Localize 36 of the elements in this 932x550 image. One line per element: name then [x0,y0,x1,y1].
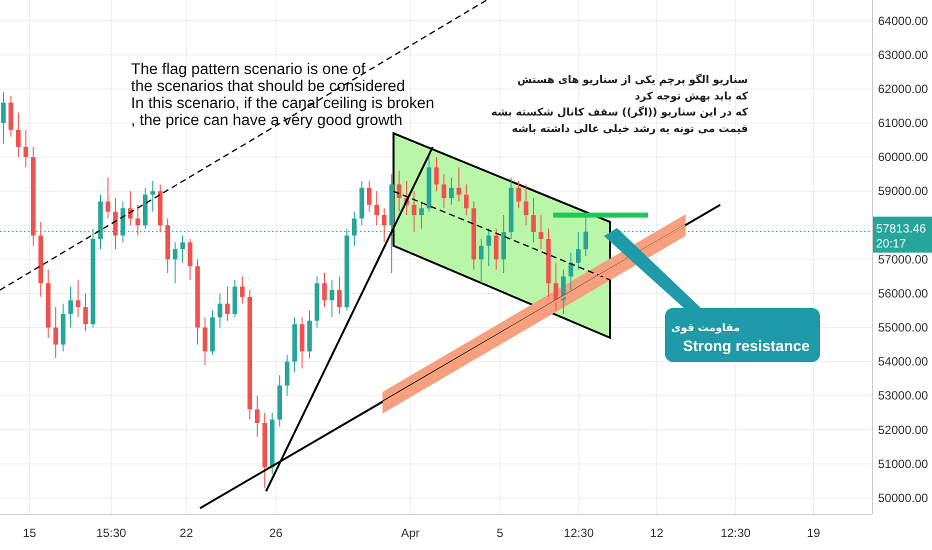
x-tick-label: 12:30 [564,526,594,540]
y-tick-label: 60000.00 [878,150,928,164]
annotation: In this scenario, if the canal ceiling is broken [131,95,434,112]
annotation: مقاومت قوی [671,322,740,334]
ref-line-label: 57813.46 [876,222,926,236]
y-tick-label: 62000.00 [878,82,928,96]
annotation: , the price can have a very good growth [131,112,402,129]
y-tick-label: 53000.00 [878,388,928,403]
x-tick-label: 12 [650,526,664,540]
y-tick-label: 55000.00 [878,320,928,335]
x-tick-label: 19 [806,526,821,540]
y-tick-label: 56000.00 [878,286,928,300]
y-tick-label: 61000.00 [878,116,928,130]
annotation: که در این سناریو ((اگر)) سقف کانال شکسته بشه [491,106,749,119]
annotation: قیمت می تونه یه رشد خیلی عالی داشته باشه [512,122,748,135]
annotation: Strong resistance [683,338,810,355]
text: 20:17 [876,236,906,251]
y-tick-label: 52000.00 [878,422,928,437]
annotation: the scenarios that should be considered [131,78,406,95]
y-tick-label: 51000.00 [878,456,928,471]
x-tick-label: Apr [400,526,420,540]
x-tick-label: 22 [180,526,194,540]
y-tick-label: 64000.00 [878,14,928,28]
y-tick-label: 50000.00 [878,490,928,505]
annotation: سناریو الگو پرچم یکی از سناریو های هستش [517,73,748,86]
x-tick-label: 12:30 [720,526,751,540]
annotation: The flag pattern scenario is one of [131,61,366,78]
annotation: که باید بهش توجه کرد [634,90,749,102]
x-tick-label: 5 [496,526,504,540]
x-tick-label: 15:30 [96,526,127,540]
y-tick-label: 59000.00 [878,184,928,198]
x-tick-label: 26 [269,526,283,540]
y-tick-label: 63000.00 [878,48,928,62]
x-tick-label: 15 [22,526,37,540]
y-tick-label: 54000.00 [878,354,928,369]
y-tick-label: 57000.00 [878,252,928,266]
